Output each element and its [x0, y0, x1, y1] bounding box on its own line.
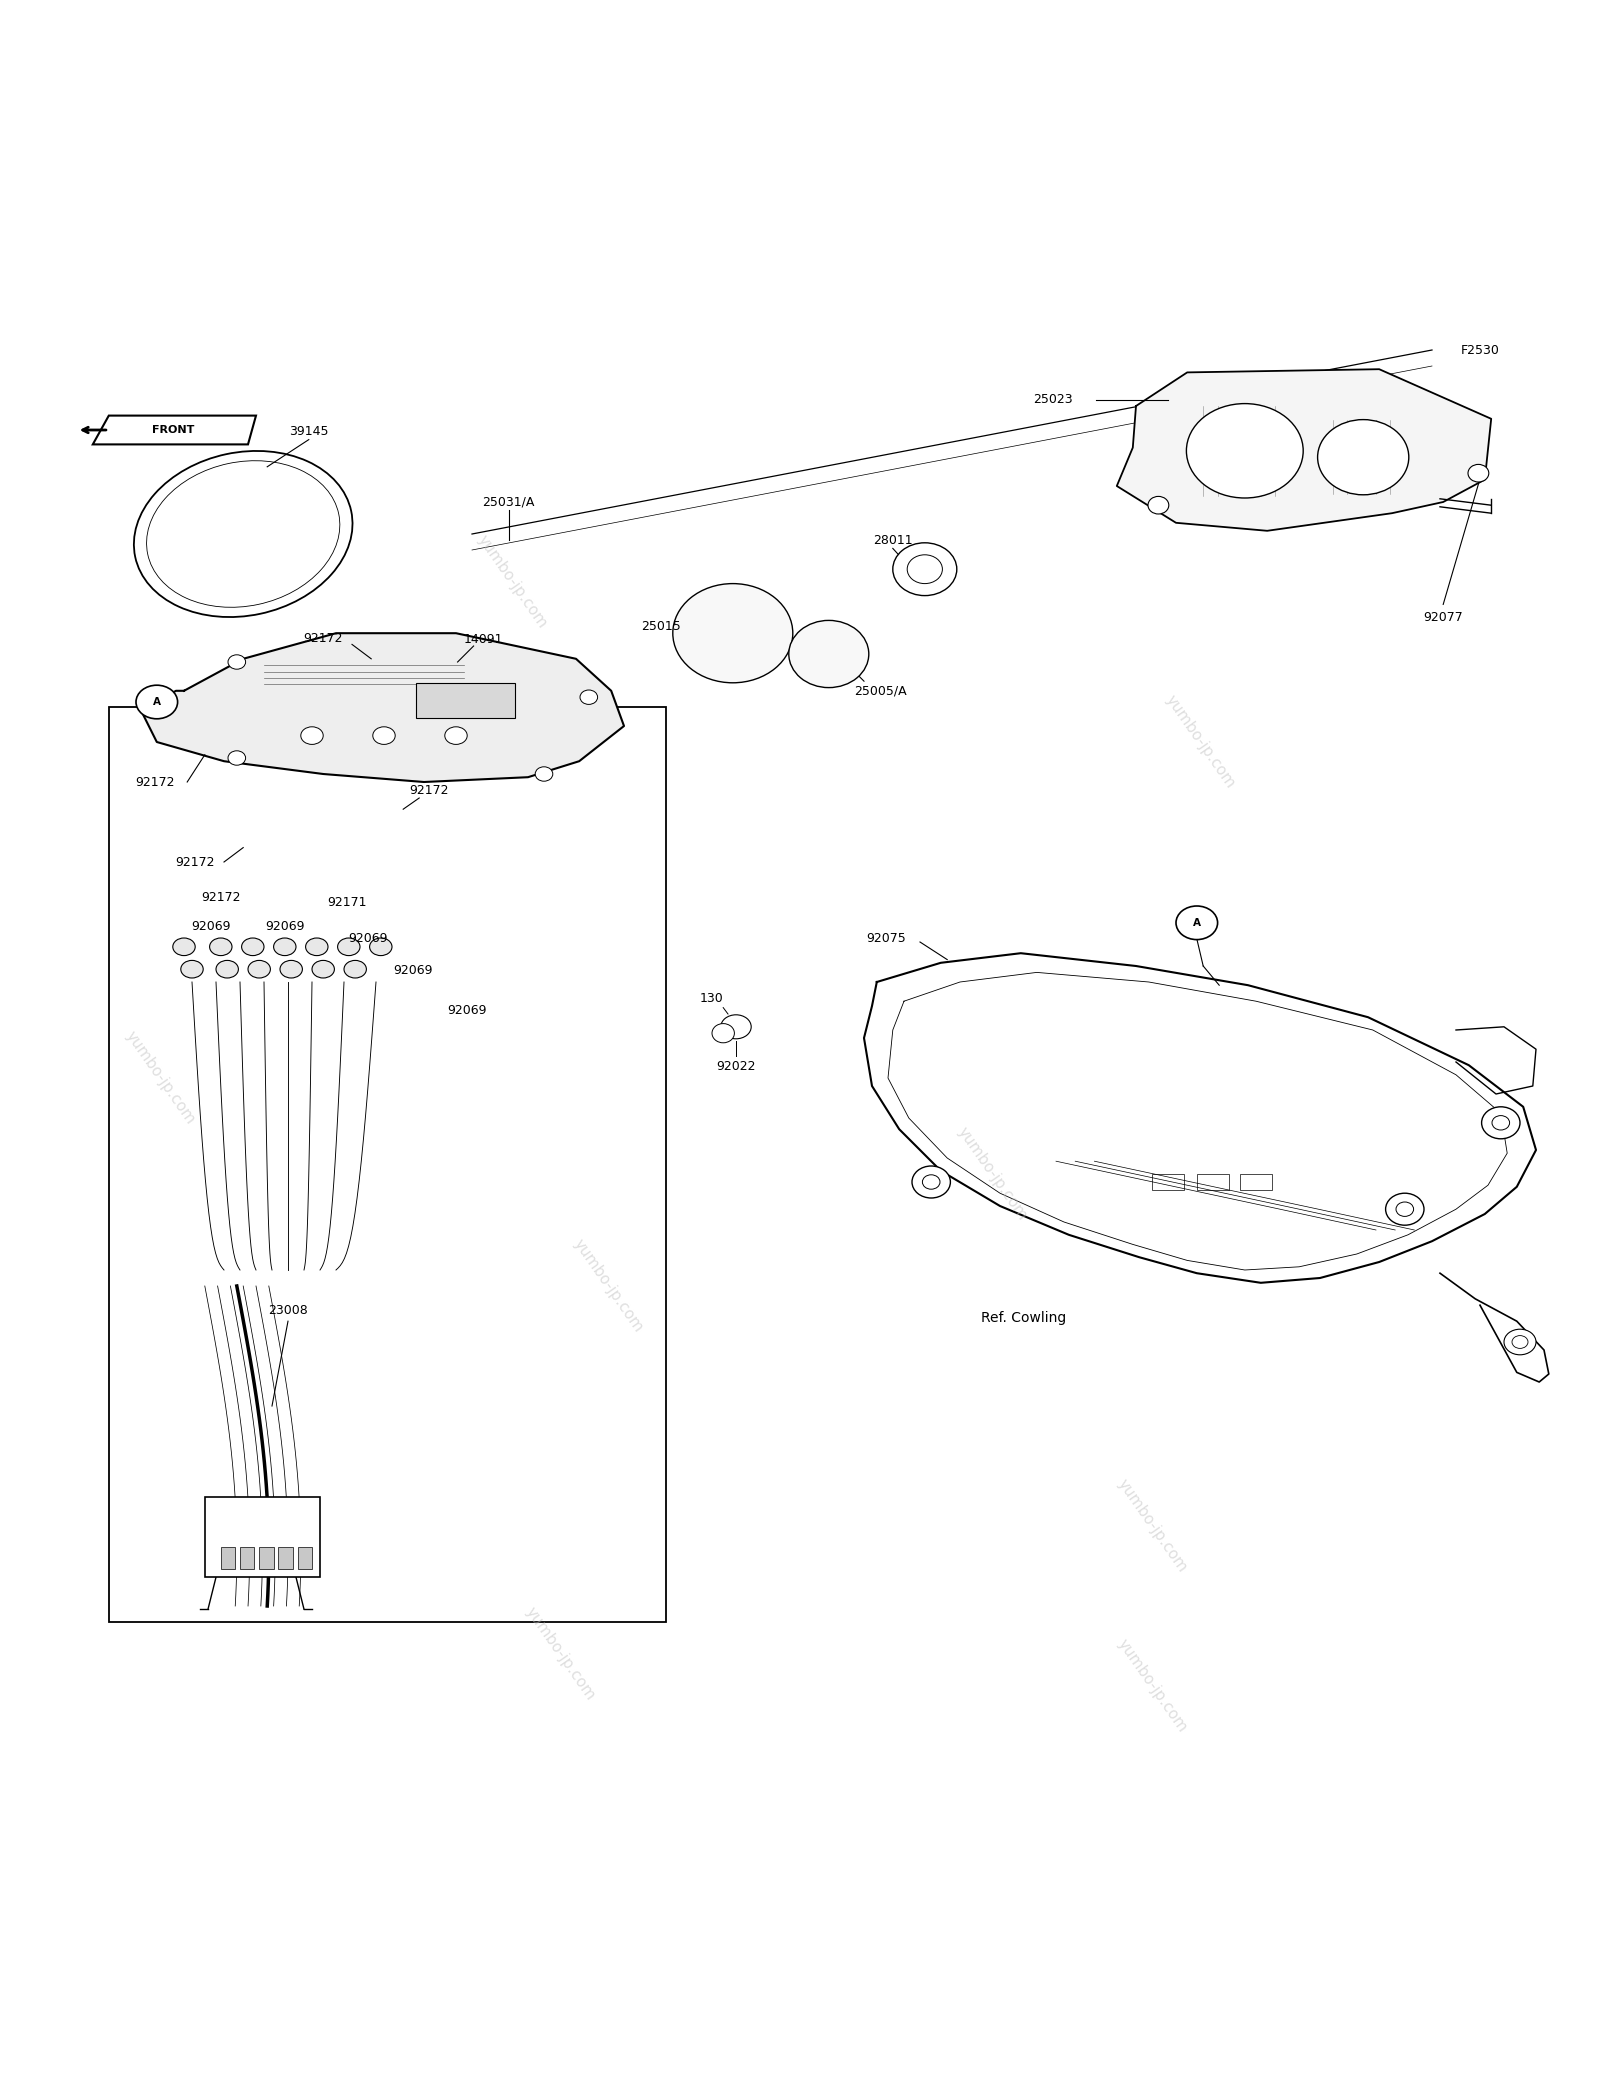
Text: yumbo-jp.com: yumbo-jp.com: [1114, 1477, 1190, 1575]
Ellipse shape: [1469, 464, 1490, 481]
Ellipse shape: [1491, 1115, 1510, 1130]
Text: yumbo-jp.com: yumbo-jp.com: [1162, 692, 1238, 791]
Ellipse shape: [216, 960, 238, 977]
Text: Ref. Cowling: Ref. Cowling: [981, 1312, 1067, 1324]
Ellipse shape: [712, 1023, 734, 1042]
Ellipse shape: [922, 1176, 939, 1188]
Text: F2530: F2530: [1461, 343, 1499, 356]
Text: A: A: [1192, 918, 1200, 927]
Ellipse shape: [306, 937, 328, 956]
Ellipse shape: [181, 960, 203, 977]
Text: 92172: 92172: [304, 632, 342, 644]
Polygon shape: [141, 634, 624, 782]
Text: 92069: 92069: [192, 920, 230, 933]
Bar: [298, 1546, 312, 1569]
Bar: [1152, 1174, 1184, 1190]
Ellipse shape: [907, 554, 942, 584]
Text: yumbo-jp.com: yumbo-jp.com: [570, 1236, 646, 1335]
Ellipse shape: [280, 960, 302, 977]
Text: 92172: 92172: [202, 891, 240, 904]
Ellipse shape: [242, 937, 264, 956]
Text: 92069: 92069: [266, 920, 304, 933]
Bar: [416, 682, 515, 718]
Ellipse shape: [720, 1015, 752, 1040]
Ellipse shape: [274, 937, 296, 956]
Ellipse shape: [227, 655, 246, 669]
Ellipse shape: [1176, 906, 1218, 939]
Text: 92069: 92069: [448, 1004, 486, 1017]
Ellipse shape: [301, 726, 323, 745]
Text: 28011: 28011: [874, 533, 912, 546]
Ellipse shape: [312, 960, 334, 977]
Ellipse shape: [789, 621, 869, 688]
Ellipse shape: [248, 960, 270, 977]
Text: 39145: 39145: [290, 425, 328, 437]
Bar: [278, 1546, 293, 1569]
Bar: [109, 707, 666, 1621]
Text: yumbo-jp.com: yumbo-jp.com: [122, 1029, 198, 1128]
Ellipse shape: [344, 960, 366, 977]
Text: 25015: 25015: [642, 621, 680, 634]
Text: 92075: 92075: [867, 933, 906, 946]
Text: 25023: 25023: [1034, 393, 1072, 406]
Ellipse shape: [1147, 496, 1170, 515]
Ellipse shape: [912, 1165, 950, 1199]
Polygon shape: [1117, 368, 1491, 531]
Text: 92069: 92069: [349, 933, 387, 946]
Text: 25031/A: 25031/A: [483, 496, 534, 508]
Text: 92171: 92171: [328, 895, 366, 908]
Ellipse shape: [1386, 1192, 1424, 1226]
Ellipse shape: [134, 452, 352, 617]
Ellipse shape: [1186, 404, 1302, 498]
Ellipse shape: [373, 726, 395, 745]
Text: FRONT: FRONT: [152, 425, 194, 435]
Ellipse shape: [1504, 1328, 1536, 1356]
Text: 92172: 92172: [136, 776, 174, 789]
Ellipse shape: [1395, 1203, 1414, 1215]
Ellipse shape: [1512, 1335, 1528, 1349]
Bar: [205, 1498, 320, 1577]
Text: yumbo-jp.com: yumbo-jp.com: [522, 1605, 598, 1703]
Ellipse shape: [445, 726, 467, 745]
Text: yumbo-jp.com: yumbo-jp.com: [474, 533, 550, 632]
Ellipse shape: [1318, 420, 1408, 496]
Text: 23008: 23008: [269, 1303, 307, 1316]
Bar: [1197, 1174, 1229, 1190]
Bar: [221, 1546, 235, 1569]
Bar: [240, 1546, 254, 1569]
Text: 14091: 14091: [464, 634, 502, 646]
Text: 92172: 92172: [176, 856, 214, 868]
Ellipse shape: [227, 751, 246, 766]
Ellipse shape: [1482, 1107, 1520, 1138]
Ellipse shape: [579, 690, 597, 705]
Text: 92022: 92022: [717, 1061, 755, 1073]
Text: yumbo-jp.com: yumbo-jp.com: [954, 1125, 1030, 1224]
Ellipse shape: [534, 768, 554, 780]
Ellipse shape: [136, 686, 178, 720]
Text: yumbo-jp.com: yumbo-jp.com: [1114, 1636, 1190, 1736]
Ellipse shape: [674, 584, 794, 682]
Bar: [259, 1546, 274, 1569]
Text: 25005/A: 25005/A: [854, 684, 906, 697]
Text: 92172: 92172: [410, 784, 448, 797]
Bar: [1240, 1174, 1272, 1190]
Ellipse shape: [893, 542, 957, 596]
Text: A: A: [154, 697, 160, 707]
Text: 92069: 92069: [394, 964, 432, 977]
Ellipse shape: [338, 937, 360, 956]
Text: 130: 130: [701, 992, 723, 1004]
Ellipse shape: [173, 937, 195, 956]
Polygon shape: [93, 416, 256, 444]
Ellipse shape: [210, 937, 232, 956]
Text: 92077: 92077: [1424, 611, 1462, 623]
Ellipse shape: [370, 937, 392, 956]
